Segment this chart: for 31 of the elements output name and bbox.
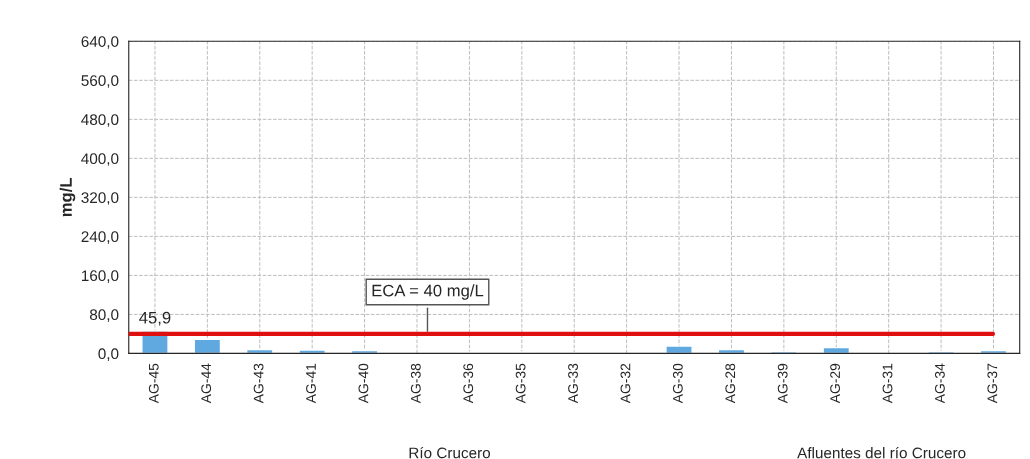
x-tick-label: AG-36 xyxy=(463,363,474,404)
y-tick-label: 560,0 xyxy=(81,75,119,88)
x-tick-label: AG-35 xyxy=(515,363,526,404)
x-tick-label: AG-34 xyxy=(934,363,945,404)
x-tick-label: AG-38 xyxy=(410,363,421,404)
y-tick-label: 80,0 xyxy=(89,309,119,322)
x-tick-label: AG-41 xyxy=(306,363,316,404)
y-tick-label: 240,0 xyxy=(81,231,119,244)
data-label: 45,9 xyxy=(139,311,171,326)
y-tick-label: 400,0 xyxy=(81,153,119,166)
x-tick-label: AG-45 xyxy=(148,363,159,404)
x-tick-label: AG-43 xyxy=(253,363,264,404)
y-axis-title: mg/L xyxy=(59,177,76,217)
ref-line-label: ECA = 40 mg/L xyxy=(372,284,484,300)
y-tick-label: 480,0 xyxy=(81,114,119,127)
x-tick-label: AG-37 xyxy=(987,363,998,404)
text: Afluentes del río Crucero xyxy=(797,446,966,459)
x-tick-label: AG-39 xyxy=(777,363,788,404)
x-tick-label: AG-40 xyxy=(358,363,369,404)
y-tick-label: 0,0 xyxy=(98,348,119,361)
x-tick-label: AG-33 xyxy=(568,363,578,404)
x-tick-label: AG-44 xyxy=(201,363,212,404)
x-tick-label: AG-29 xyxy=(830,363,840,404)
y-tick-label: 160,0 xyxy=(81,270,119,283)
x-tick-label: AG-31 xyxy=(882,363,893,404)
x-tick-label: AG-28 xyxy=(725,363,736,404)
y-tick-label: 640,0 xyxy=(81,36,119,49)
x-tick-label: AG-32 xyxy=(620,363,631,404)
text: Río Crucero xyxy=(409,446,491,459)
x-tick-label: AG-30 xyxy=(672,363,683,404)
y-tick-label: 320,0 xyxy=(81,192,119,205)
